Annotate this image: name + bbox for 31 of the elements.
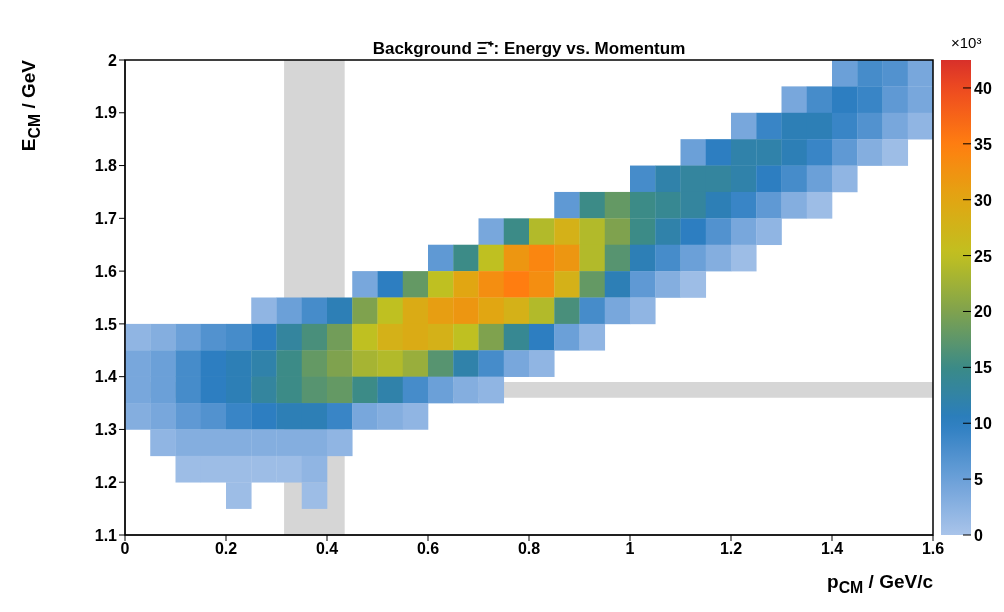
x-tick-label: 0.6 [416,540,440,558]
x-tick-label: 0 [120,540,130,558]
y-tick-label: 1.5 [94,315,118,333]
x-axis-title: p$_{CM}$ / GeV/c [827,571,933,597]
y-tick-label: 1.7 [94,210,118,228]
color-bar-label: 0 [974,527,983,544]
y-tick-label: 1.2 [94,473,118,491]
color-bar-label: 15 [974,359,992,377]
color-bar-label: 10 [974,415,992,433]
y-tick-label: 1.3 [94,421,118,439]
color-bar-title: ×10³ [951,34,982,51]
color-bar-label: 25 [974,247,992,265]
color-bar-label: 30 [974,191,992,209]
y-tick-label: 1.8 [94,157,118,175]
y-tick-label: 2 [108,51,118,69]
color-bar-label: 40 [974,79,992,97]
y-tick-label: 1.1 [94,526,118,544]
color-bar-label: 5 [974,471,983,489]
color-bar-label: 35 [974,135,992,153]
chart-title: Background Ξ̄⁺: Energy vs. Momentum [371,38,687,59]
color-bar-label: 20 [974,303,992,321]
x-tick-label: 0.8 [517,540,541,558]
y-tick-label: 1.4 [94,368,118,386]
x-tick-label: 1.2 [719,540,743,558]
x-tick-label: 1.6 [921,540,945,558]
y-tick-label: 1.6 [94,262,118,280]
x-tick-label: 0.4 [315,540,339,558]
x-tick-label: 1 [625,540,635,558]
x-tick-label: 1.4 [820,540,844,558]
y-tick-label: 1.9 [94,104,118,122]
x-tick-label: 0.2 [214,540,238,558]
